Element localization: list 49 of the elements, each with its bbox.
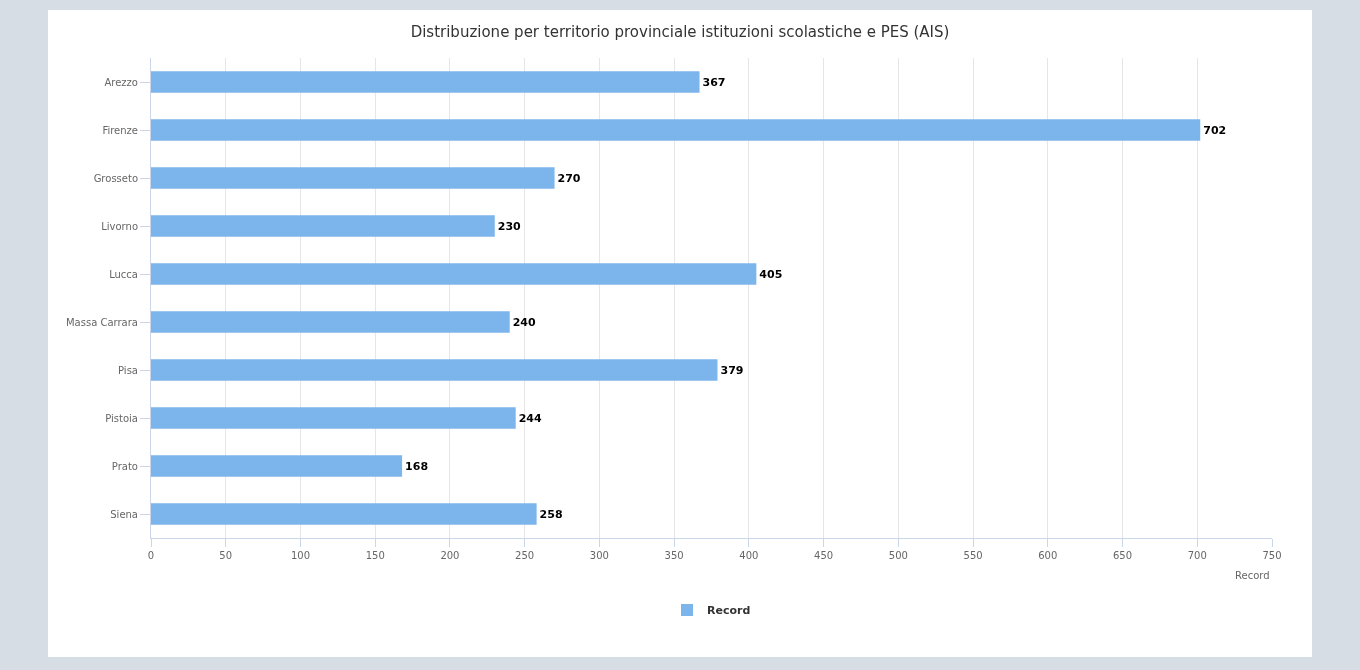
x-axis-title: Record (1235, 570, 1270, 581)
x-tick-label: 250 (515, 550, 535, 561)
x-tick-label: 0 (147, 550, 155, 561)
y-tick-label: Livorno (101, 220, 138, 232)
data-label: 405 (759, 267, 783, 281)
bar (151, 407, 516, 429)
data-label: 379 (720, 363, 744, 377)
y-tick-label: Firenze (102, 124, 138, 136)
bar (151, 503, 537, 525)
bar (151, 263, 757, 285)
y-tick-label: Lucca (109, 268, 138, 280)
x-tick-label: 150 (365, 550, 385, 561)
x-tick-label: 750 (1262, 550, 1282, 561)
x-tick-label: 350 (664, 550, 684, 561)
bar (151, 359, 718, 381)
bar (151, 455, 403, 477)
bar (151, 167, 555, 189)
bar (151, 215, 495, 237)
x-tick-label: 700 (1187, 550, 1207, 561)
x-tick-label: 100 (290, 550, 311, 561)
x-tick-label: 600 (1038, 550, 1058, 561)
x-tick-label: 550 (963, 550, 983, 561)
y-tick-label: Massa Carrara (65, 316, 138, 328)
data-label: 230 (497, 219, 522, 233)
data-label: 244 (518, 411, 543, 425)
data-label: 240 (512, 315, 537, 329)
data-label: 258 (539, 507, 563, 521)
x-tick-label: 300 (589, 550, 609, 561)
data-label: 270 (557, 171, 581, 185)
data-label: 168 (405, 459, 429, 473)
y-tick-label: Pisa (118, 364, 138, 376)
x-tick-label: 400 (739, 550, 759, 561)
bar (151, 119, 1201, 141)
bar (151, 311, 510, 333)
data-label: 367 (702, 75, 726, 89)
x-tick-label: 200 (440, 550, 460, 561)
y-tick-label: Prato (111, 460, 138, 472)
x-tick-label: 650 (1112, 550, 1133, 561)
legend-label: Record (707, 604, 751, 618)
x-tick-label: 500 (888, 550, 908, 561)
x-tick-label: 450 (814, 550, 834, 561)
x-tick-label: 50 (219, 550, 233, 561)
y-tick-label: Grosseto (93, 172, 138, 184)
y-tick-label: Arezzo (104, 76, 138, 88)
y-tick-label: Siena (110, 508, 138, 520)
data-label: 702 (1203, 123, 1227, 137)
bar (151, 71, 700, 93)
chart-title: Distribuzione per territorio provinciale istituzioni scolastiche e PES (AIS) (410, 22, 950, 41)
y-tick-label: Pistoia (105, 412, 138, 424)
